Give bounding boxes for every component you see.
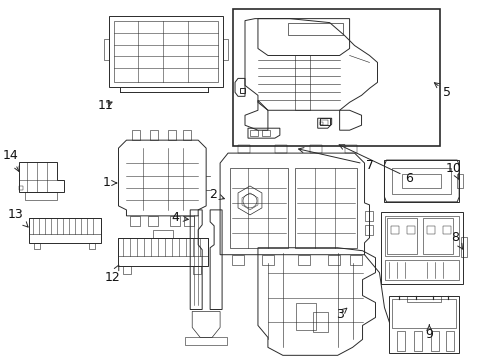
Bar bbox=[431, 332, 439, 351]
Bar bbox=[19, 186, 23, 190]
Bar bbox=[230, 168, 288, 248]
Text: 7: 7 bbox=[298, 148, 373, 172]
Text: 13: 13 bbox=[8, 208, 28, 227]
Bar bbox=[392, 226, 399, 234]
Bar bbox=[29, 218, 100, 234]
Bar bbox=[295, 168, 357, 248]
Bar bbox=[298, 255, 310, 265]
Bar bbox=[461, 237, 467, 257]
Bar bbox=[262, 130, 270, 136]
Bar bbox=[365, 225, 372, 235]
Bar bbox=[386, 260, 459, 280]
Bar bbox=[344, 145, 357, 153]
Bar bbox=[427, 226, 435, 234]
Bar bbox=[365, 211, 372, 221]
Bar bbox=[250, 130, 258, 136]
Text: 12: 12 bbox=[105, 265, 121, 284]
Bar bbox=[275, 145, 287, 153]
Text: 4: 4 bbox=[172, 211, 188, 224]
Bar bbox=[349, 255, 362, 265]
Text: 5: 5 bbox=[434, 83, 451, 99]
Bar bbox=[108, 15, 223, 87]
Text: 2: 2 bbox=[209, 188, 224, 202]
Bar bbox=[392, 168, 451, 194]
Bar bbox=[386, 216, 459, 256]
Bar bbox=[313, 312, 328, 332]
Bar bbox=[34, 243, 40, 249]
Bar bbox=[148, 216, 158, 226]
Bar bbox=[295, 55, 310, 110]
Bar bbox=[407, 296, 441, 302]
Bar bbox=[119, 238, 208, 256]
Bar bbox=[130, 216, 141, 226]
Bar bbox=[223, 39, 228, 60]
Text: 3: 3 bbox=[336, 308, 347, 321]
Bar bbox=[402, 174, 441, 188]
Bar bbox=[296, 302, 316, 330]
Bar bbox=[407, 226, 416, 234]
Bar bbox=[150, 130, 158, 140]
Bar bbox=[153, 230, 173, 238]
Bar bbox=[382, 212, 463, 284]
Bar bbox=[119, 238, 208, 266]
Text: 11: 11 bbox=[98, 99, 113, 112]
Text: 10: 10 bbox=[445, 162, 461, 180]
Bar bbox=[310, 145, 322, 153]
Bar bbox=[457, 174, 463, 188]
Bar bbox=[446, 332, 454, 351]
Bar bbox=[385, 160, 459, 202]
Bar bbox=[397, 332, 405, 351]
Text: 1: 1 bbox=[102, 176, 117, 189]
Bar bbox=[262, 255, 274, 265]
Bar bbox=[114, 21, 218, 82]
Bar bbox=[184, 216, 194, 226]
Bar bbox=[29, 218, 100, 243]
Bar bbox=[89, 243, 95, 249]
Bar bbox=[423, 218, 453, 254]
Bar bbox=[392, 298, 456, 328]
Text: 14: 14 bbox=[3, 149, 19, 172]
Text: 9: 9 bbox=[425, 325, 433, 341]
Bar bbox=[103, 39, 108, 60]
Bar bbox=[193, 266, 201, 274]
Bar bbox=[132, 130, 141, 140]
Bar bbox=[319, 120, 328, 125]
Bar bbox=[390, 296, 459, 353]
Text: 6: 6 bbox=[339, 145, 413, 185]
Text: 8: 8 bbox=[451, 231, 463, 249]
Bar bbox=[25, 192, 57, 200]
Bar bbox=[233, 9, 440, 146]
Bar bbox=[183, 130, 191, 140]
Bar bbox=[319, 122, 323, 125]
Bar bbox=[415, 332, 422, 351]
Bar bbox=[232, 255, 244, 265]
Bar bbox=[171, 216, 180, 226]
Bar bbox=[288, 23, 343, 35]
Bar bbox=[238, 145, 250, 153]
Bar bbox=[168, 130, 176, 140]
Bar bbox=[388, 218, 417, 254]
Bar bbox=[185, 337, 227, 345]
Bar bbox=[328, 255, 340, 265]
Bar bbox=[443, 226, 451, 234]
Bar bbox=[123, 266, 131, 274]
